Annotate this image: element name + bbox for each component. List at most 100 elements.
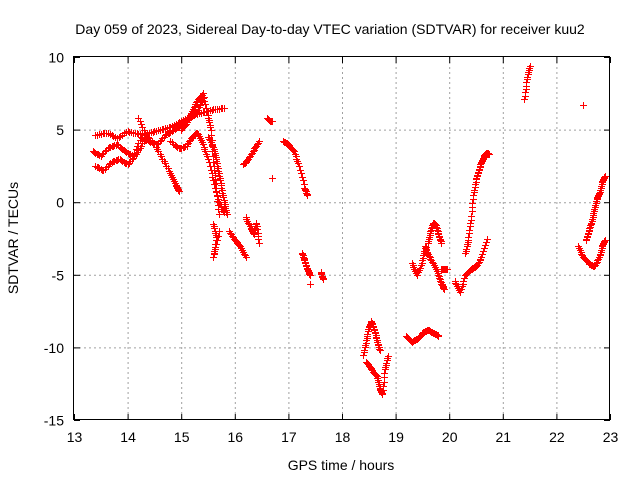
x-tick-label: 13 <box>67 429 83 445</box>
data-point <box>256 138 263 145</box>
data-point <box>207 124 214 131</box>
data-point <box>320 276 327 283</box>
data-point <box>596 190 603 197</box>
data-point <box>213 241 220 248</box>
data-point <box>125 128 132 135</box>
data-point <box>469 200 476 207</box>
data-point <box>385 353 392 360</box>
data-point <box>523 79 530 86</box>
data-point <box>440 285 447 292</box>
data-point <box>291 148 298 155</box>
data-point <box>441 286 448 293</box>
x-tick-label: 16 <box>228 429 244 445</box>
data-point <box>486 151 493 158</box>
data-point <box>204 108 211 115</box>
data-point <box>217 177 224 184</box>
data-point <box>483 239 490 246</box>
data-point <box>215 196 222 203</box>
data-point <box>215 233 222 240</box>
data-point <box>381 370 388 377</box>
data-point <box>195 107 202 114</box>
data-point <box>426 253 433 260</box>
data-point <box>463 246 470 253</box>
data-point <box>200 141 207 148</box>
data-point <box>110 143 117 150</box>
data-point <box>211 250 218 257</box>
data-point <box>255 236 262 243</box>
data-point <box>203 105 210 112</box>
data-point <box>205 156 212 163</box>
data-point <box>373 372 380 379</box>
data-point <box>165 165 172 172</box>
y-tick-label: -15 <box>44 413 64 429</box>
data-point <box>296 163 303 170</box>
y-tick-label: 0 <box>56 195 64 211</box>
data-point <box>302 187 309 194</box>
data-point <box>137 118 144 125</box>
data-point <box>202 148 209 155</box>
data-point <box>524 74 531 81</box>
data-point <box>593 260 600 267</box>
data-point <box>214 237 221 244</box>
data-point <box>202 101 209 108</box>
data-point <box>298 170 305 177</box>
data-point <box>191 104 198 111</box>
data-point <box>414 272 421 279</box>
data-point <box>380 383 387 390</box>
data-point <box>214 192 221 199</box>
chart-title: Day 059 of 2023, Sidereal Day-to-day VTE… <box>75 21 585 37</box>
data-point <box>457 289 464 296</box>
data-point <box>150 129 157 136</box>
data-point <box>307 281 314 288</box>
data-point <box>602 173 609 180</box>
data-point <box>383 360 390 367</box>
data-point <box>141 138 148 145</box>
data-point <box>436 275 443 282</box>
y-tick-label: -5 <box>52 267 65 283</box>
data-point <box>465 234 472 241</box>
y-tick-labels: -15 -10 -5 0 5 10 <box>44 50 64 429</box>
data-point <box>300 177 307 184</box>
data-point <box>141 127 148 134</box>
data-point <box>467 220 474 227</box>
data-point <box>150 140 157 147</box>
data-point <box>304 192 311 199</box>
data-point <box>444 266 451 273</box>
data-point <box>480 248 487 255</box>
data-point <box>201 98 208 105</box>
axis-ticks <box>74 57 611 421</box>
x-tick-label: 20 <box>442 429 458 445</box>
data-point <box>458 286 465 293</box>
data-point <box>176 188 183 195</box>
data-point <box>434 227 441 234</box>
data-point <box>522 89 529 96</box>
data-point <box>299 174 306 181</box>
data-point <box>158 153 165 160</box>
data-point <box>364 331 371 338</box>
data-point <box>479 251 486 258</box>
x-tick-label: 17 <box>281 429 297 445</box>
data-point <box>243 254 250 261</box>
data-point <box>377 347 384 354</box>
data-point <box>468 213 475 220</box>
data-point <box>216 211 223 218</box>
data-point <box>211 181 218 188</box>
y-tick-label: 10 <box>48 50 64 66</box>
data-point <box>361 347 368 354</box>
data-point <box>466 227 473 234</box>
data-point <box>221 105 228 112</box>
data-point <box>200 90 207 97</box>
data-point <box>254 226 261 233</box>
data-point <box>379 391 386 398</box>
data-point <box>481 245 488 252</box>
data-point <box>213 188 220 195</box>
data-point <box>138 143 145 150</box>
plot-frame <box>73 56 610 420</box>
data-point <box>433 224 440 231</box>
data-point <box>601 238 608 245</box>
data-point <box>460 278 467 285</box>
data-points <box>90 63 609 398</box>
data-point <box>220 194 227 201</box>
data-point <box>175 187 182 194</box>
x-tick-label: 23 <box>603 429 619 445</box>
